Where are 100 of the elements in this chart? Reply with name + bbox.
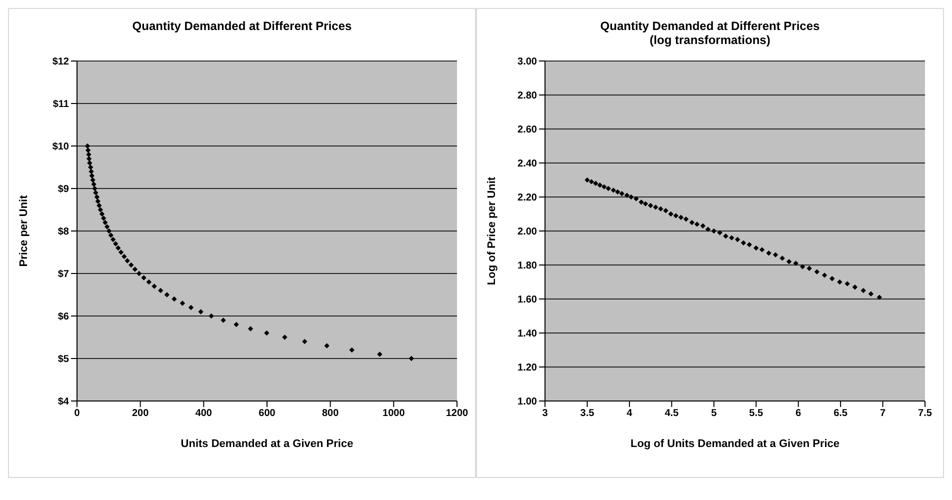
point <box>90 177 96 183</box>
x-tick-label: 1200 <box>446 408 469 420</box>
point <box>164 292 170 298</box>
point <box>152 284 157 289</box>
point <box>844 281 850 286</box>
point <box>122 254 127 260</box>
point <box>663 208 668 214</box>
y-tick-label: 1.20 <box>518 362 538 374</box>
point <box>101 216 106 221</box>
y-tick-label: 1.00 <box>518 396 538 408</box>
point <box>638 200 644 205</box>
point <box>772 252 778 258</box>
y-tick-label: 1.80 <box>518 260 538 272</box>
point <box>628 194 634 200</box>
point <box>723 234 728 239</box>
point <box>92 186 98 192</box>
point <box>852 284 858 290</box>
point <box>648 202 654 208</box>
y-tick-label: 2.40 <box>518 158 538 170</box>
point <box>93 190 98 196</box>
point <box>106 228 112 234</box>
y-tick-label: 1.40 <box>518 328 538 340</box>
point <box>766 250 772 256</box>
point <box>746 242 752 248</box>
point <box>108 232 114 238</box>
point <box>282 334 288 340</box>
point <box>86 152 92 158</box>
point <box>116 245 121 251</box>
point <box>759 247 765 252</box>
point <box>786 259 792 264</box>
y-tick-label: $9 <box>58 184 70 196</box>
point <box>683 216 689 222</box>
point <box>324 343 330 348</box>
point <box>806 266 812 271</box>
point <box>172 296 177 302</box>
point <box>624 192 630 198</box>
point <box>673 213 678 218</box>
point <box>668 211 674 217</box>
point <box>87 160 92 166</box>
point <box>188 304 194 310</box>
point <box>615 189 620 194</box>
y-tick-label: $7 <box>58 269 70 280</box>
point <box>264 330 270 336</box>
point <box>349 347 354 353</box>
y-tick-label: 2.20 <box>518 192 538 204</box>
point <box>602 184 607 190</box>
point <box>593 180 598 186</box>
point <box>124 258 130 264</box>
y-tick-label: $5 <box>58 354 70 366</box>
y-tick-label: $6 <box>58 312 70 323</box>
point <box>84 143 90 149</box>
point <box>634 196 639 202</box>
point <box>141 275 146 280</box>
point <box>208 313 214 319</box>
x-tick-label: 600 <box>258 408 276 420</box>
x-tick-label: 6.5 <box>834 408 848 420</box>
point <box>89 173 94 178</box>
point <box>86 156 92 162</box>
x-tick-label: 400 <box>195 408 212 420</box>
point <box>118 250 124 255</box>
point <box>85 148 91 153</box>
point <box>88 168 94 174</box>
point <box>800 264 806 270</box>
point <box>408 356 414 362</box>
point <box>658 206 664 212</box>
point <box>96 202 102 208</box>
y-tick-label: $10 <box>52 142 70 153</box>
chart-title: Quantity Demanded at Different Prices (log transformations) <box>599 19 821 47</box>
x-tick-label: 800 <box>322 408 340 420</box>
x-axis-title: Units Demanded at a Given Price <box>180 438 354 450</box>
point <box>837 279 842 285</box>
point <box>606 186 611 192</box>
point <box>588 179 594 184</box>
point <box>711 228 716 234</box>
point <box>234 322 239 328</box>
point <box>729 235 734 240</box>
y-tick-label: $4 <box>58 396 70 408</box>
point <box>132 266 138 272</box>
point <box>95 198 100 204</box>
x-tick-label: 7.5 <box>918 408 932 420</box>
x-tick-label: 0 <box>74 408 80 420</box>
y-tick-label: 2.00 <box>518 226 538 238</box>
point <box>780 256 785 261</box>
x-tick-label: 7 <box>880 408 886 420</box>
x-tick-label: 6 <box>796 408 802 420</box>
point <box>146 279 152 285</box>
point <box>700 223 706 228</box>
x-tick-label: 1000 <box>382 408 406 420</box>
point <box>104 224 110 230</box>
y-tick-label: 1.60 <box>518 294 538 306</box>
x-tick-label: 200 <box>132 408 150 420</box>
point <box>717 230 722 236</box>
x-axis-title: Log of Units Demanded at a Given Price <box>630 438 840 450</box>
point <box>584 177 590 183</box>
point <box>734 236 740 242</box>
y-tick-label: $8 <box>58 226 70 238</box>
x-tick-label: 4.5 <box>664 408 680 420</box>
point <box>110 236 116 242</box>
point <box>876 294 882 300</box>
point <box>94 194 100 200</box>
